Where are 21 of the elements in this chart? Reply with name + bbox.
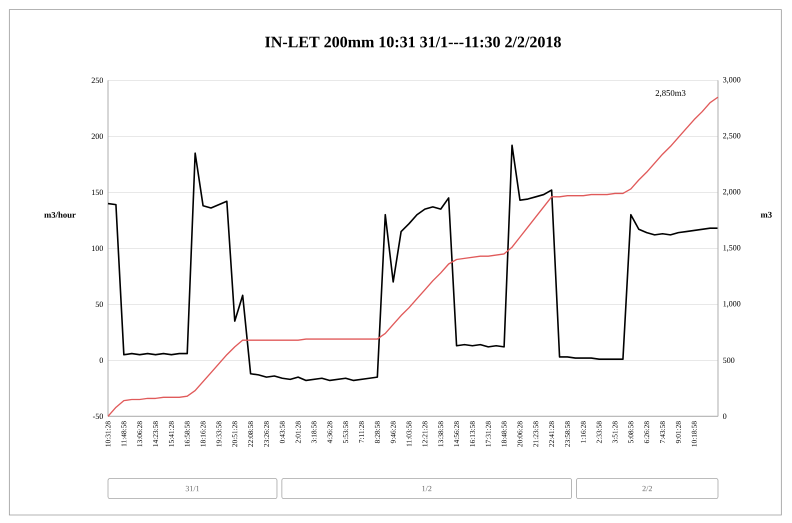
text: 1/2 [422,486,432,492]
y2-tick-label: 0 [723,414,726,420]
y-tick-label: -50 [92,414,103,420]
y2-tick-label: 2,500 [723,133,740,140]
y2-tick-label: 2,000 [723,189,740,196]
y2-tick-label: 500 [723,358,734,364]
y-tick-label: 0 [100,358,103,364]
y2-tick-label: 1,500 [723,245,740,252]
annotation: 2,850m3 [656,90,686,98]
chart-title: IN-LET 200mm 10:31 31/1---11:30 2/2/2018 [265,36,561,48]
y-tick-label: 250 [92,78,103,84]
y-tick-label: 50 [96,302,103,308]
y-tick-label: 150 [92,190,103,196]
text: 31/1 [186,486,200,492]
y2-axis-title: m3 [760,212,772,218]
y-tick-label: 200 [92,134,103,140]
y-axis-title: m3/hour [44,212,76,218]
text: 2/2 [642,486,652,492]
y2-tick-label: 1,000 [723,301,740,308]
y2-tick-label: 3,000 [723,77,740,84]
y-tick-label: 100 [92,246,103,252]
